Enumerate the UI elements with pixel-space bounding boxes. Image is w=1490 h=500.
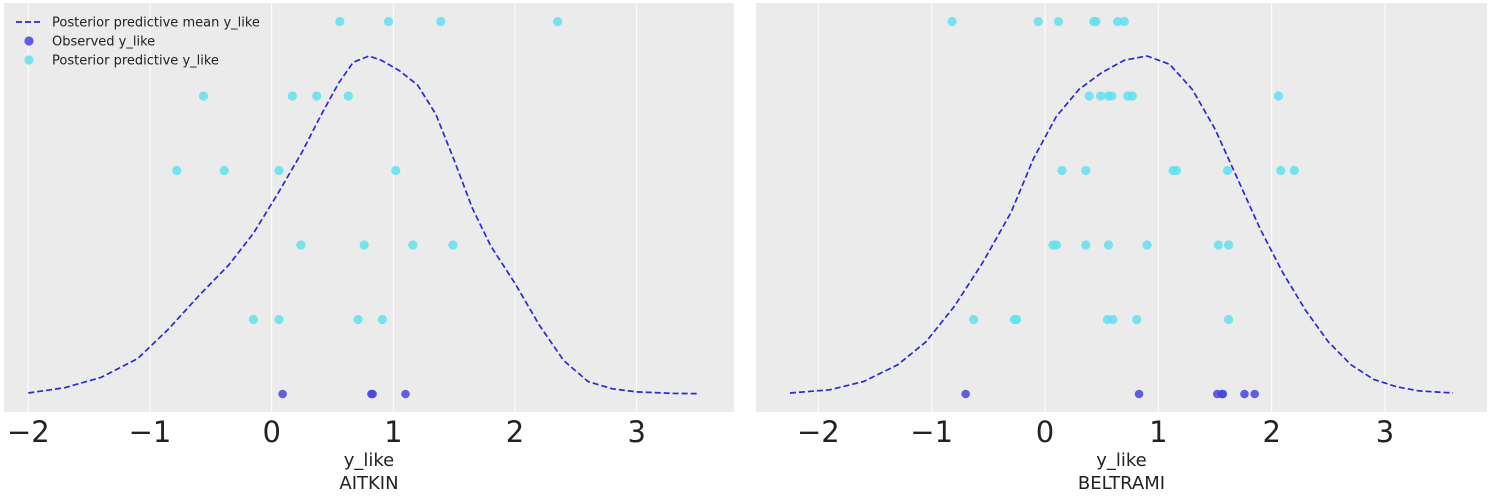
predictive-point [448, 240, 458, 250]
predictive-point [947, 16, 957, 27]
predictive-point [1276, 165, 1286, 176]
predictive-point [274, 314, 284, 325]
x-tick-label: −1 [910, 415, 953, 449]
predictive-point [1213, 240, 1223, 250]
legend-label: Posterior predictive mean y_like [52, 16, 260, 31]
predictive-point [1108, 314, 1118, 325]
predictive-point [1057, 165, 1067, 176]
predictive-point [1222, 165, 1233, 176]
predictive-point [1171, 165, 1182, 176]
predictive-point [436, 16, 446, 27]
observed-point [368, 389, 377, 399]
x-axis-label: y_like [344, 450, 395, 471]
mean-density-line [789, 55, 1454, 394]
predictive-point [969, 314, 979, 325]
x-tick-label: 0 [1036, 415, 1054, 449]
observed-point [1240, 389, 1249, 399]
predictive-point [287, 91, 297, 101]
plot-area [4, 3, 734, 412]
predictive-point [296, 240, 306, 250]
observed-point [1218, 389, 1228, 399]
predictive-point [1107, 91, 1117, 101]
legend-label: Posterior predictive y_like [52, 54, 219, 69]
legend-label: Observed y_like [52, 35, 155, 50]
x-tick-label: 3 [1376, 415, 1394, 449]
predictive-point [172, 165, 182, 176]
x-tick-label: −2 [797, 415, 840, 449]
predictive-point [1103, 240, 1114, 250]
plot-area [756, 3, 1487, 412]
predictive-point [1112, 16, 1123, 27]
observed-point [401, 389, 410, 399]
predictive-point [1142, 240, 1152, 250]
predictive-point [1289, 165, 1299, 176]
x-tick-label: 2 [506, 415, 524, 449]
observed-point [1250, 389, 1259, 399]
predictive-point [312, 91, 322, 101]
predictive-point [1051, 240, 1061, 250]
x-axis-label: y_like [1096, 450, 1147, 471]
predictive-point [1033, 16, 1043, 27]
x-tick-label: 2 [1262, 415, 1280, 449]
predictive-point [274, 165, 284, 176]
predictive-point [1081, 165, 1091, 176]
predictive-point [383, 16, 394, 27]
predictive-point [335, 16, 345, 27]
predictive-point [198, 91, 209, 101]
predictive-point [1224, 240, 1234, 250]
predictive-point [552, 16, 563, 27]
x-tick-label: 3 [627, 415, 645, 449]
x-tick-label: 0 [262, 415, 280, 449]
predictive-point [1224, 314, 1234, 325]
panel-title: AITKIN [339, 473, 398, 494]
panel-title: BELTRAMI [1078, 473, 1165, 494]
observed-point [961, 389, 970, 399]
predictive-point [1091, 16, 1101, 27]
predictive-point [391, 165, 401, 176]
legend-dot-swatch [24, 55, 34, 65]
predictive-point [408, 240, 418, 250]
legend-dot-swatch [24, 36, 34, 46]
predictive-point [1273, 91, 1284, 101]
mean-density-line [28, 55, 698, 395]
predictive-point [353, 314, 363, 325]
x-tick-label: 1 [1149, 415, 1167, 449]
predictive-point [343, 91, 353, 101]
predictive-point [1127, 91, 1137, 101]
predictive-point [1054, 16, 1064, 27]
predictive-point [219, 165, 229, 176]
predictive-point [359, 240, 369, 250]
predictive-point [1132, 314, 1142, 325]
x-tick-label: −1 [129, 415, 172, 449]
predictive-point [248, 314, 259, 325]
predictive-point [1095, 91, 1106, 101]
x-tick-label: 1 [384, 415, 402, 449]
predictive-point [1081, 240, 1091, 250]
predictive-point [1119, 16, 1129, 27]
legend: Posterior predictive mean y_like Observed… [16, 16, 260, 69]
observed-point [1134, 389, 1144, 399]
predictive-point [377, 314, 387, 325]
x-tick-label: −2 [7, 415, 50, 449]
predictive-point [1084, 91, 1094, 101]
observed-point [278, 389, 287, 399]
predictive-point [1012, 314, 1022, 325]
